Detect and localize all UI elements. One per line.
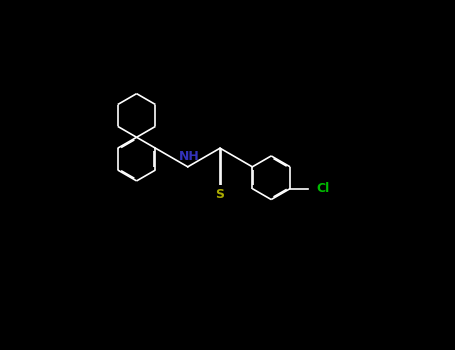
Text: Cl: Cl bbox=[316, 182, 329, 195]
Text: S: S bbox=[216, 188, 225, 201]
Text: NH: NH bbox=[179, 150, 200, 163]
